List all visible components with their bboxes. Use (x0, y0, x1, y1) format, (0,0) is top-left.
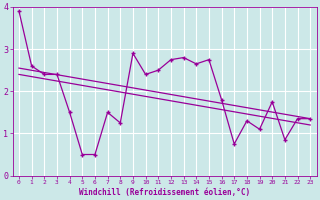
X-axis label: Windchill (Refroidissement éolien,°C): Windchill (Refroidissement éolien,°C) (79, 188, 250, 197)
